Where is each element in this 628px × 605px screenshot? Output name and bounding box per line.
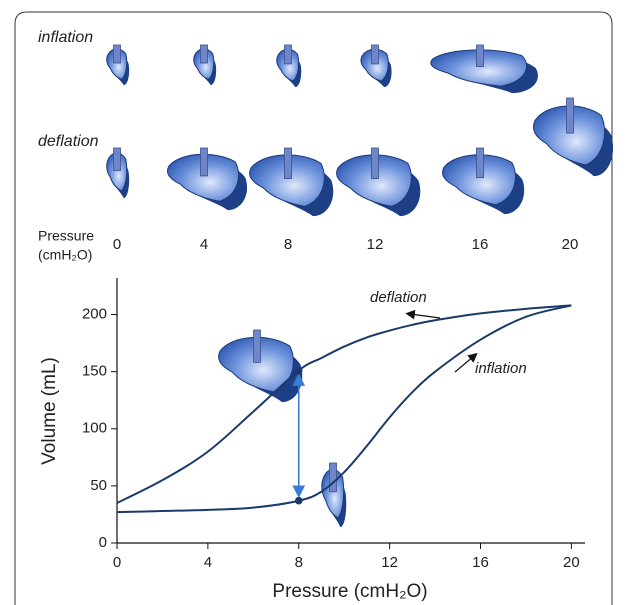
trachea xyxy=(200,44,208,64)
lung xyxy=(443,148,525,214)
lung-body xyxy=(167,154,238,201)
lung-body xyxy=(431,50,527,86)
point xyxy=(294,496,303,505)
y-tick-label: 150 xyxy=(82,363,107,380)
lung-illustrations xyxy=(107,45,613,527)
pressure-label: Pressure xyxy=(38,228,94,244)
lung xyxy=(361,45,392,87)
annotation-arrow xyxy=(405,309,441,320)
curve xyxy=(116,304,572,504)
pressure-value: 20 xyxy=(562,236,579,253)
trachea xyxy=(200,147,208,177)
lung xyxy=(107,148,129,198)
pressure-value: 4 xyxy=(200,236,208,253)
lung xyxy=(167,148,247,210)
lung-body xyxy=(250,155,325,207)
x-tick-label: 20 xyxy=(563,554,580,571)
trachea xyxy=(476,147,484,179)
frame xyxy=(14,11,613,605)
annotation: deflation xyxy=(370,289,427,306)
trachea xyxy=(329,462,337,493)
trachea xyxy=(371,147,379,180)
pressure-value: 0 xyxy=(113,236,121,253)
lung xyxy=(107,45,129,85)
lung xyxy=(277,45,302,87)
lung xyxy=(533,98,613,176)
lung-body xyxy=(361,49,388,81)
curve xyxy=(116,304,572,514)
row-label: inflation xyxy=(38,29,93,46)
trachea xyxy=(113,147,121,171)
pressure-value: 16 xyxy=(472,236,489,253)
x-axis-title: Pressure (cmH₂O) xyxy=(272,581,427,602)
lung xyxy=(337,148,421,216)
annotation-arrow xyxy=(454,352,478,373)
y-tick-label: 200 xyxy=(82,306,107,323)
lung xyxy=(431,45,538,93)
x-tick-label: 4 xyxy=(204,554,212,571)
pressure-value: 8 xyxy=(284,236,292,253)
trachea xyxy=(113,44,121,64)
y-tick-label: 100 xyxy=(82,420,107,437)
y-tick-label: 0 xyxy=(99,534,107,551)
pressure-value: 12 xyxy=(367,236,384,253)
x-tick-label: 16 xyxy=(472,554,489,571)
trachea xyxy=(284,147,292,180)
lung xyxy=(322,463,347,527)
trachea xyxy=(284,44,292,65)
lung-body xyxy=(443,155,516,205)
lung-body xyxy=(533,106,604,165)
y-tick-label: 50 xyxy=(90,477,107,494)
trachea xyxy=(566,97,574,134)
lung xyxy=(219,330,303,402)
row-label: deflation xyxy=(38,133,99,150)
annotation: inflation xyxy=(475,360,527,377)
x-tick-label: 12 xyxy=(381,554,398,571)
trachea xyxy=(371,44,379,65)
point xyxy=(294,366,303,375)
trachea xyxy=(253,329,261,363)
trachea xyxy=(476,44,484,68)
lung-body xyxy=(337,155,412,207)
lung xyxy=(194,45,216,85)
x-tick-label: 8 xyxy=(295,554,303,571)
y-axis-title: Volume (mL) xyxy=(39,357,60,465)
x-tick-label: 0 xyxy=(113,554,121,571)
lung xyxy=(250,148,334,216)
pressure-label: (cmH₂O) xyxy=(38,247,92,263)
